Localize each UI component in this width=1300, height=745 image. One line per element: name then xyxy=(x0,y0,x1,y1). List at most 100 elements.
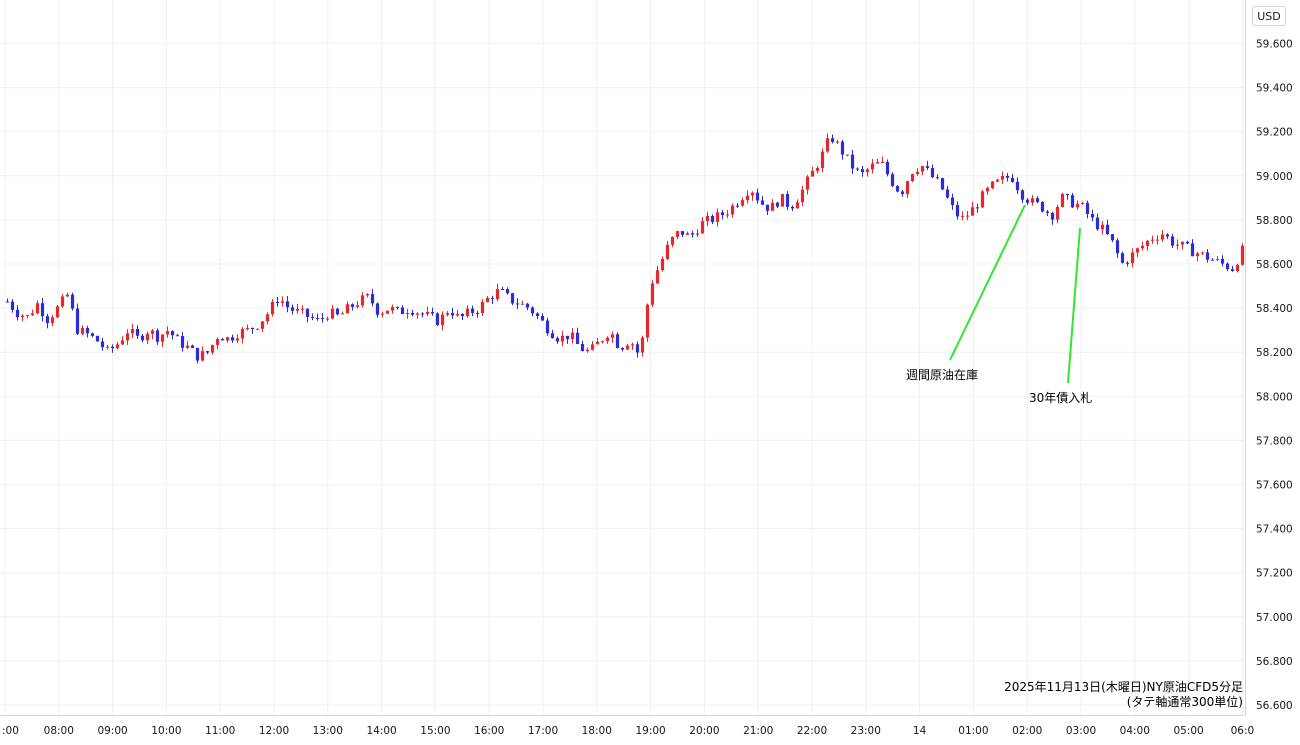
candle-body xyxy=(890,174,895,186)
candle-body xyxy=(1035,198,1040,202)
candle-body xyxy=(1010,177,1015,182)
x-tick-label: 21:00 xyxy=(743,725,773,737)
candle-body xyxy=(560,335,565,342)
candle-body xyxy=(420,313,425,315)
candle-body xyxy=(1140,245,1145,249)
candle-body xyxy=(1225,263,1230,270)
candle-body xyxy=(540,315,545,321)
candle-body xyxy=(745,195,750,201)
candle-body xyxy=(635,344,640,353)
candle-body xyxy=(1050,212,1055,220)
candle-body xyxy=(835,141,840,143)
candle-body xyxy=(1220,258,1225,264)
candle-body xyxy=(675,231,680,237)
candle-body xyxy=(155,330,160,342)
candle-body xyxy=(1215,258,1220,260)
candle-body xyxy=(530,307,535,314)
candle-body xyxy=(10,301,15,310)
candle-body xyxy=(240,328,245,339)
candle-body xyxy=(200,351,205,361)
candle-body xyxy=(915,171,920,175)
candle-body xyxy=(260,321,265,329)
candle-body xyxy=(625,345,630,350)
y-tick-label: 57.400 xyxy=(1256,524,1293,536)
candle-body xyxy=(180,336,185,348)
candle-body xyxy=(1025,199,1030,203)
candle-body xyxy=(955,205,960,217)
candle-body xyxy=(720,212,725,216)
candle-body xyxy=(35,303,40,314)
candle-body xyxy=(110,346,115,349)
candle-body xyxy=(790,206,795,209)
candle-body xyxy=(1055,206,1060,220)
x-tick-label: 10:00 xyxy=(151,725,181,737)
candle-body xyxy=(425,311,430,315)
candle-body xyxy=(565,335,570,340)
candle-body xyxy=(345,304,350,314)
candle-body xyxy=(1135,248,1140,253)
candle-body xyxy=(1110,234,1115,241)
candle-body xyxy=(505,289,510,294)
chart-caption: 2025年11月13日(木曜日)NY原油CFD5分足 (タテ軸通常300単位) xyxy=(1004,680,1243,710)
annotation-line xyxy=(949,204,1026,361)
candle-body xyxy=(795,202,800,209)
candle-body xyxy=(160,334,165,342)
candle-body xyxy=(1000,175,1005,180)
candle-body xyxy=(590,344,595,350)
candle-body xyxy=(575,332,580,344)
candle-body xyxy=(100,341,105,348)
y-tick-label: 59.600 xyxy=(1256,39,1293,51)
candle-body xyxy=(1090,214,1095,218)
y-tick-label: 59.400 xyxy=(1256,83,1293,95)
candle-body xyxy=(125,333,130,341)
y-tick-label: 57.600 xyxy=(1256,480,1293,492)
candle-body xyxy=(800,189,805,203)
candle-body xyxy=(115,344,120,349)
candle-body xyxy=(525,303,530,308)
candle-body xyxy=(410,312,415,315)
candle-body xyxy=(400,307,405,315)
candle-body xyxy=(670,236,675,245)
candle-body xyxy=(640,337,645,353)
candle-body xyxy=(1145,240,1150,246)
candle-body xyxy=(190,345,195,348)
candle-body xyxy=(550,333,555,339)
candle-body xyxy=(15,309,20,318)
candle-body xyxy=(495,288,500,300)
x-tick-label: 02:00 xyxy=(1012,725,1042,737)
candle-body xyxy=(280,301,285,303)
candle-body xyxy=(1095,217,1100,230)
candle-body xyxy=(1240,245,1245,265)
candle-body xyxy=(880,161,885,163)
candle-body xyxy=(605,337,610,342)
candle-body xyxy=(700,221,705,234)
caption-subtitle: (タテ軸通常300単位) xyxy=(1126,695,1243,709)
candle-body xyxy=(755,192,760,201)
candle-body xyxy=(990,181,995,189)
candle-body xyxy=(50,317,55,324)
candle-body xyxy=(965,215,970,217)
candle-body xyxy=(435,313,440,326)
candle-body xyxy=(1005,175,1010,178)
candle-body xyxy=(995,179,1000,182)
candle-body xyxy=(55,306,60,318)
candle-body xyxy=(595,341,600,345)
x-tick-label: 17:00 xyxy=(528,725,558,737)
candle-body xyxy=(715,212,720,222)
candle-body xyxy=(860,169,865,173)
candle-body xyxy=(655,270,660,284)
candle-body xyxy=(385,310,390,314)
candle-body xyxy=(895,185,900,192)
candle-body xyxy=(340,313,345,315)
candle-body xyxy=(1120,253,1125,263)
candle-body xyxy=(735,205,740,207)
candle-body xyxy=(1230,269,1235,272)
candle-body xyxy=(970,207,975,216)
candle-body xyxy=(500,288,505,290)
currency-badge[interactable]: USD xyxy=(1252,6,1286,26)
candle-body xyxy=(135,328,140,336)
candle-body xyxy=(270,301,275,315)
candle-body xyxy=(1080,202,1085,204)
x-tick-label: 12:00 xyxy=(259,725,289,737)
